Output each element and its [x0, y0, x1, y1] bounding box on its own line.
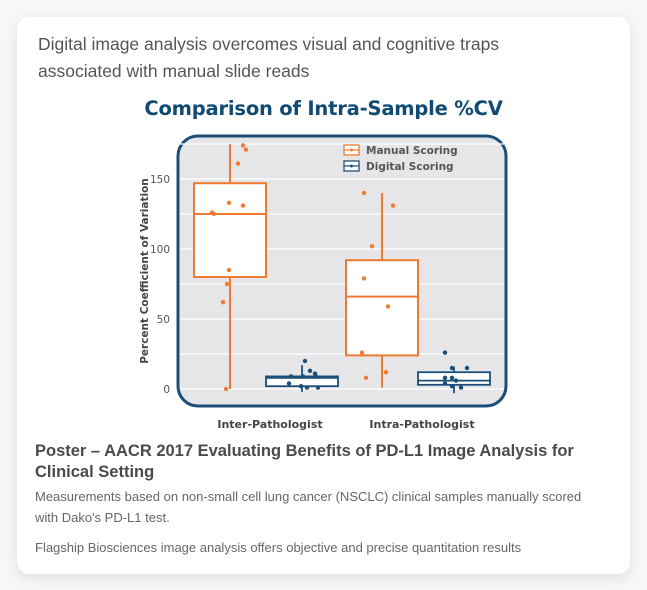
data-point [307, 368, 313, 373]
box-digital-scoring-1 [417, 350, 491, 394]
data-point [235, 161, 241, 166]
data-point [442, 375, 448, 380]
legend-swatch-dot [350, 148, 353, 152]
data-point [224, 281, 230, 287]
y-axis-label: Percent Coefficient of Variation [139, 178, 151, 364]
description: Measurements based on non-small cell lun… [35, 489, 582, 525]
data-point [383, 370, 389, 375]
y-tick-label: 0 [163, 384, 170, 396]
data-point [304, 385, 310, 390]
x-tick-label: Intra-Pathologist [369, 418, 474, 431]
data-point [223, 386, 229, 392]
data-point [243, 147, 249, 152]
data-point [226, 267, 232, 273]
data-point [453, 378, 459, 383]
data-point [240, 203, 246, 208]
data-point [300, 374, 306, 379]
x-tick-label: Inter-Pathologist [217, 418, 322, 431]
data-point [385, 304, 391, 309]
data-point [315, 385, 321, 390]
data-point [288, 374, 294, 379]
data-point [286, 381, 292, 386]
poster-title: Poster – AACR 2017 Evaluating Benefits o… [35, 442, 574, 481]
data-point [226, 200, 232, 205]
y-tick-label: 100 [150, 244, 170, 256]
box-plot-chart: 0 50 100 150 Percent Coefficient of Variati… [139, 134, 508, 431]
data-point [313, 374, 319, 379]
y-tick-label: 150 [150, 174, 170, 186]
y-tick-label: 50 [157, 314, 170, 326]
data-point [442, 381, 448, 386]
data-point [363, 375, 369, 380]
box-manual-scoring-1 [345, 190, 419, 388]
data-point [359, 350, 365, 355]
legend-label: Digital Scoring [366, 161, 454, 173]
data-point [449, 365, 455, 371]
legend-swatch-dot [350, 164, 353, 168]
box-digital-scoring-0 [265, 358, 339, 392]
data-point [298, 384, 304, 389]
data-point [464, 365, 470, 371]
headline: Digital image analysis overcomes visual … [38, 34, 500, 81]
footer-text: Flagship Biosciences image analysis offe… [35, 540, 522, 555]
legend-item-manual-scoring: Manual Scoring [343, 144, 458, 157]
legend-label: Manual Scoring [366, 145, 458, 157]
data-point [240, 143, 246, 148]
box-manual-scoring-0 [193, 143, 267, 392]
data-point [302, 358, 308, 364]
data-point [361, 190, 367, 196]
data-point [361, 276, 367, 281]
data-point [369, 244, 375, 249]
data-point [442, 350, 448, 355]
data-point [449, 375, 455, 380]
data-point [449, 384, 455, 389]
box-iqr [193, 182, 267, 278]
legend-item-digital-scoring: Digital Scoring [343, 160, 454, 173]
data-point [390, 203, 396, 208]
data-point [458, 385, 464, 390]
chart-title: Comparison of Intra-Sample %CV [144, 97, 503, 120]
data-point [211, 211, 217, 217]
box-iqr [345, 259, 419, 357]
data-point [220, 300, 226, 305]
